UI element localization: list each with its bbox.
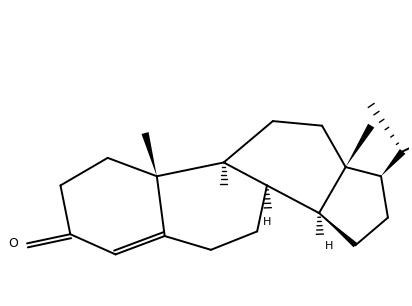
Polygon shape [319,213,357,247]
Text: H: H [263,217,271,227]
Polygon shape [381,149,405,176]
Polygon shape [346,124,375,167]
Text: H: H [325,241,333,252]
Text: O: O [8,237,18,250]
Polygon shape [141,132,157,176]
